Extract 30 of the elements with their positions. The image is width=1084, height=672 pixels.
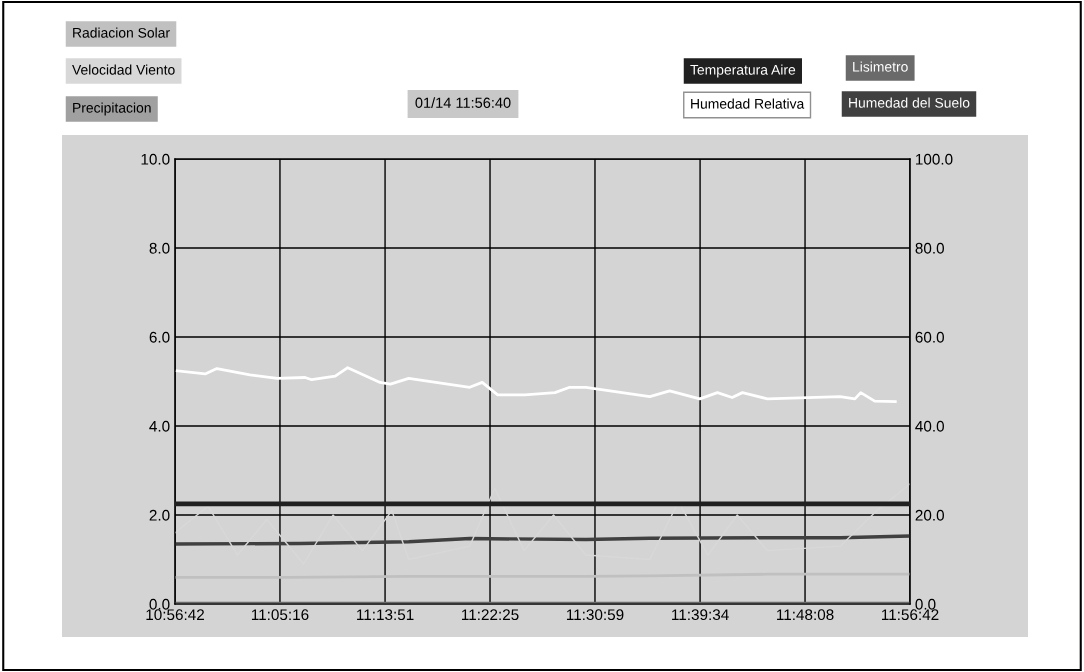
y-tick-label: 10.0 <box>141 153 170 165</box>
x-tick-label: 11:05:16 <box>251 609 309 621</box>
y2-tick-label: 100.0 <box>916 153 953 165</box>
y2-tick-label: 60.0 <box>915 331 944 343</box>
x-tick-label: 11:39:34 <box>672 609 729 621</box>
x-tick-label: 11:30:59 <box>566 609 624 621</box>
text: Temperatura Aire <box>690 64 796 78</box>
text: Humedad del Suelo <box>849 97 970 108</box>
y-tick-label: 0.0 <box>149 598 170 610</box>
y-tick-label: 8.0 <box>149 242 170 254</box>
line-series <box>175 366 897 403</box>
line-series <box>175 534 910 546</box>
y-tick-label: 4.0 <box>149 420 170 432</box>
y2-tick-label: 80.0 <box>915 242 944 254</box>
text: Radiacion Solar <box>73 27 170 38</box>
y-tick-label: 2.0 <box>149 509 170 521</box>
x-tick-label: 11:22:25 <box>462 609 519 621</box>
y2-tick-label: 40.0 <box>915 420 944 432</box>
y-tick-label: 6.0 <box>149 331 170 343</box>
text: Lisimetro <box>853 61 908 72</box>
text: Precipitacion <box>73 102 151 116</box>
x-tick-label: 11:48:08 <box>777 609 834 621</box>
text: Velocidad Viento <box>72 64 175 75</box>
text: 01/14 11:56:40 <box>415 97 511 108</box>
x-tick-label: 11:56:42 <box>882 609 939 621</box>
text: Humedad Relativa <box>691 98 805 109</box>
y2-tick-label: 0.0 <box>915 598 936 610</box>
y2-tick-label: 20.0 <box>915 509 944 521</box>
x-tick-label: 10:56:42 <box>146 609 204 621</box>
x-tick-label: 11:13:51 <box>357 609 414 621</box>
